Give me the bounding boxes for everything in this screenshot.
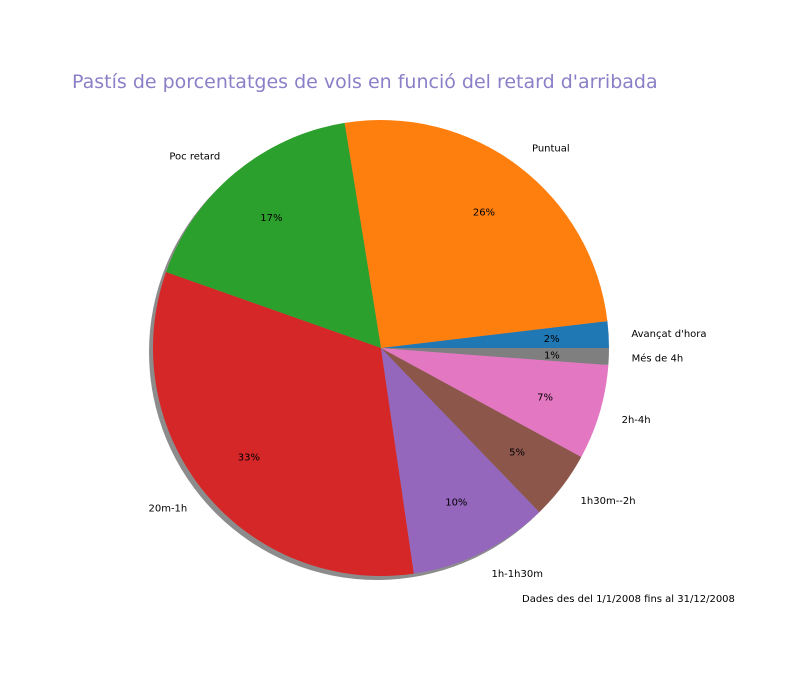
slice-percentage-label: 2% <box>544 334 560 345</box>
chart-title: Pastís de porcentatges de vols en funció… <box>72 71 658 93</box>
slice-category-label: Avançat d'hora <box>631 329 706 340</box>
slice-percentage-label: 17% <box>260 213 282 224</box>
slice-percentage-label: 5% <box>509 448 525 459</box>
pie-slice <box>381 348 582 513</box>
pie-slice <box>381 348 540 574</box>
slice-percentage-label: 33% <box>238 453 260 464</box>
slice-category-label: Més de 4h <box>632 352 684 364</box>
slice-percentage-label: 7% <box>537 392 553 403</box>
slice-percentage-label: 10% <box>445 498 467 509</box>
slice-category-label: 1h-1h30m <box>491 569 542 580</box>
pie-slice <box>166 122 381 348</box>
slice-percentage-label: 1% <box>544 350 560 361</box>
pie-slice <box>152 272 414 576</box>
slice-category-label: 1h30m--2h <box>581 496 636 507</box>
pie-slices <box>152 119 609 576</box>
slice-percentage-label: 26% <box>473 207 495 218</box>
chart-footnote: Dades des del 1/1/2008 fins al 31/12/200… <box>522 594 735 605</box>
slice-category-label: Puntual <box>532 144 570 155</box>
pie-slice <box>381 348 609 457</box>
pie-labels: 2% Avançat d'hora 26% Puntual 17% Poc retard 3… <box>148 144 706 580</box>
pie-slice <box>344 119 608 348</box>
pie-slice <box>381 321 609 348</box>
slice-category-label: 2h-4h <box>622 415 651 426</box>
slice-category-label: Poc retard <box>169 152 220 163</box>
pie-slice <box>381 348 609 366</box>
slice-category-label: 20m-1h <box>148 503 187 514</box>
